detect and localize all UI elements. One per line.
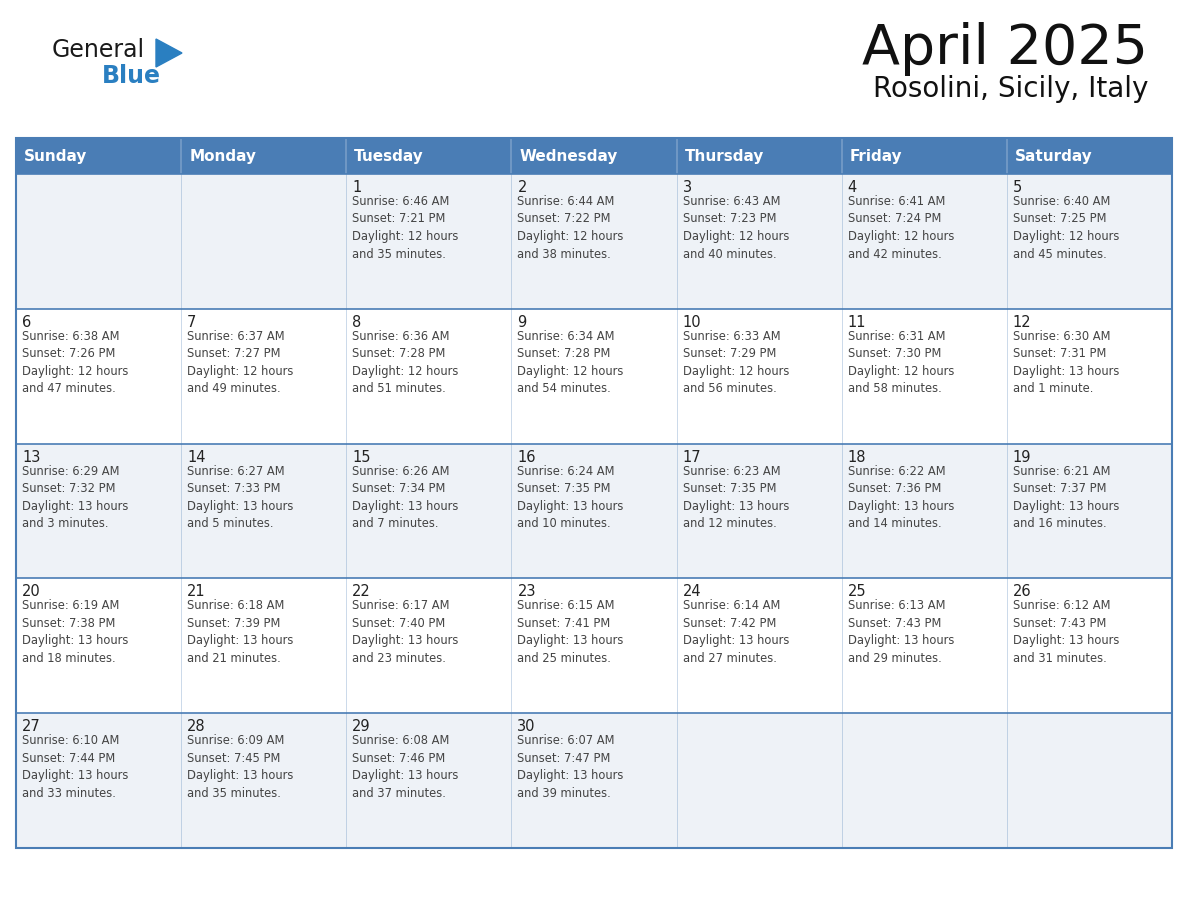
Text: 13: 13 <box>23 450 40 465</box>
Text: Rosolini, Sicily, Italy: Rosolini, Sicily, Italy <box>873 75 1148 103</box>
Bar <box>1007 138 1173 174</box>
Text: Sunrise: 6:26 AM
Sunset: 7:34 PM
Daylight: 13 hours
and 7 minutes.: Sunrise: 6:26 AM Sunset: 7:34 PM Dayligh… <box>353 465 459 530</box>
Text: April 2025: April 2025 <box>862 22 1148 76</box>
Text: Sunrise: 6:34 AM
Sunset: 7:28 PM
Daylight: 12 hours
and 54 minutes.: Sunrise: 6:34 AM Sunset: 7:28 PM Dayligh… <box>518 330 624 396</box>
Text: Sunrise: 6:36 AM
Sunset: 7:28 PM
Daylight: 12 hours
and 51 minutes.: Sunrise: 6:36 AM Sunset: 7:28 PM Dayligh… <box>353 330 459 396</box>
Text: 29: 29 <box>353 719 371 734</box>
Text: 23: 23 <box>518 585 536 599</box>
Text: Tuesday: Tuesday <box>354 149 424 163</box>
Text: Sunrise: 6:29 AM
Sunset: 7:32 PM
Daylight: 13 hours
and 3 minutes.: Sunrise: 6:29 AM Sunset: 7:32 PM Dayligh… <box>23 465 128 530</box>
Text: Sunrise: 6:43 AM
Sunset: 7:23 PM
Daylight: 12 hours
and 40 minutes.: Sunrise: 6:43 AM Sunset: 7:23 PM Dayligh… <box>683 195 789 261</box>
Text: 26: 26 <box>1013 585 1031 599</box>
Text: 19: 19 <box>1013 450 1031 465</box>
Text: Monday: Monday <box>189 149 257 163</box>
Bar <box>181 138 346 174</box>
Text: Sunrise: 6:44 AM
Sunset: 7:22 PM
Daylight: 12 hours
and 38 minutes.: Sunrise: 6:44 AM Sunset: 7:22 PM Dayligh… <box>518 195 624 261</box>
Bar <box>511 138 677 174</box>
Bar <box>842 138 1007 174</box>
Text: 20: 20 <box>23 585 40 599</box>
Text: Sunrise: 6:41 AM
Sunset: 7:24 PM
Daylight: 12 hours
and 42 minutes.: Sunrise: 6:41 AM Sunset: 7:24 PM Dayligh… <box>848 195 954 261</box>
Text: Sunrise: 6:13 AM
Sunset: 7:43 PM
Daylight: 13 hours
and 29 minutes.: Sunrise: 6:13 AM Sunset: 7:43 PM Dayligh… <box>848 599 954 665</box>
Text: 22: 22 <box>353 585 371 599</box>
Text: 3: 3 <box>683 180 691 195</box>
Text: Sunday: Sunday <box>24 149 88 163</box>
Bar <box>15 174 1173 308</box>
Text: 28: 28 <box>188 719 206 734</box>
Text: 14: 14 <box>188 450 206 465</box>
Text: 15: 15 <box>353 450 371 465</box>
Text: 1: 1 <box>353 180 361 195</box>
Text: 6: 6 <box>23 315 31 330</box>
Text: Sunrise: 6:31 AM
Sunset: 7:30 PM
Daylight: 12 hours
and 58 minutes.: Sunrise: 6:31 AM Sunset: 7:30 PM Dayligh… <box>848 330 954 396</box>
Polygon shape <box>156 39 182 67</box>
Text: 7: 7 <box>188 315 196 330</box>
Bar <box>15 713 1173 848</box>
Text: 12: 12 <box>1013 315 1031 330</box>
Bar <box>15 578 1173 713</box>
Text: 27: 27 <box>23 719 40 734</box>
Text: 9: 9 <box>518 315 526 330</box>
Bar <box>346 138 511 174</box>
Text: Sunrise: 6:17 AM
Sunset: 7:40 PM
Daylight: 13 hours
and 23 minutes.: Sunrise: 6:17 AM Sunset: 7:40 PM Dayligh… <box>353 599 459 665</box>
Text: Sunrise: 6:23 AM
Sunset: 7:35 PM
Daylight: 13 hours
and 12 minutes.: Sunrise: 6:23 AM Sunset: 7:35 PM Dayligh… <box>683 465 789 530</box>
Text: 21: 21 <box>188 585 206 599</box>
Text: Sunrise: 6:30 AM
Sunset: 7:31 PM
Daylight: 13 hours
and 1 minute.: Sunrise: 6:30 AM Sunset: 7:31 PM Dayligh… <box>1013 330 1119 396</box>
Text: Sunrise: 6:27 AM
Sunset: 7:33 PM
Daylight: 13 hours
and 5 minutes.: Sunrise: 6:27 AM Sunset: 7:33 PM Dayligh… <box>188 465 293 530</box>
Text: Sunrise: 6:22 AM
Sunset: 7:36 PM
Daylight: 13 hours
and 14 minutes.: Sunrise: 6:22 AM Sunset: 7:36 PM Dayligh… <box>848 465 954 530</box>
Text: General: General <box>52 38 145 62</box>
Text: Sunrise: 6:12 AM
Sunset: 7:43 PM
Daylight: 13 hours
and 31 minutes.: Sunrise: 6:12 AM Sunset: 7:43 PM Dayligh… <box>1013 599 1119 665</box>
Bar <box>677 138 842 174</box>
Text: Friday: Friday <box>849 149 903 163</box>
Text: Sunrise: 6:46 AM
Sunset: 7:21 PM
Daylight: 12 hours
and 35 minutes.: Sunrise: 6:46 AM Sunset: 7:21 PM Dayligh… <box>353 195 459 261</box>
Bar <box>15 138 1173 848</box>
Text: 11: 11 <box>848 315 866 330</box>
Text: Sunrise: 6:33 AM
Sunset: 7:29 PM
Daylight: 12 hours
and 56 minutes.: Sunrise: 6:33 AM Sunset: 7:29 PM Dayligh… <box>683 330 789 396</box>
Text: Blue: Blue <box>102 64 162 88</box>
Text: 2: 2 <box>518 180 526 195</box>
Text: Sunrise: 6:19 AM
Sunset: 7:38 PM
Daylight: 13 hours
and 18 minutes.: Sunrise: 6:19 AM Sunset: 7:38 PM Dayligh… <box>23 599 128 665</box>
Text: Sunrise: 6:10 AM
Sunset: 7:44 PM
Daylight: 13 hours
and 33 minutes.: Sunrise: 6:10 AM Sunset: 7:44 PM Dayligh… <box>23 734 128 800</box>
Text: 17: 17 <box>683 450 701 465</box>
Text: Sunrise: 6:07 AM
Sunset: 7:47 PM
Daylight: 13 hours
and 39 minutes.: Sunrise: 6:07 AM Sunset: 7:47 PM Dayligh… <box>518 734 624 800</box>
Text: Sunrise: 6:21 AM
Sunset: 7:37 PM
Daylight: 13 hours
and 16 minutes.: Sunrise: 6:21 AM Sunset: 7:37 PM Dayligh… <box>1013 465 1119 530</box>
Text: Sunrise: 6:15 AM
Sunset: 7:41 PM
Daylight: 13 hours
and 25 minutes.: Sunrise: 6:15 AM Sunset: 7:41 PM Dayligh… <box>518 599 624 665</box>
Text: 25: 25 <box>848 585 866 599</box>
Text: Sunrise: 6:24 AM
Sunset: 7:35 PM
Daylight: 13 hours
and 10 minutes.: Sunrise: 6:24 AM Sunset: 7:35 PM Dayligh… <box>518 465 624 530</box>
Text: 16: 16 <box>518 450 536 465</box>
Text: Sunrise: 6:09 AM
Sunset: 7:45 PM
Daylight: 13 hours
and 35 minutes.: Sunrise: 6:09 AM Sunset: 7:45 PM Dayligh… <box>188 734 293 800</box>
Text: 8: 8 <box>353 315 361 330</box>
Text: Sunrise: 6:14 AM
Sunset: 7:42 PM
Daylight: 13 hours
and 27 minutes.: Sunrise: 6:14 AM Sunset: 7:42 PM Dayligh… <box>683 599 789 665</box>
Text: Sunrise: 6:38 AM
Sunset: 7:26 PM
Daylight: 12 hours
and 47 minutes.: Sunrise: 6:38 AM Sunset: 7:26 PM Dayligh… <box>23 330 128 396</box>
Bar <box>15 308 1173 443</box>
Text: Sunrise: 6:18 AM
Sunset: 7:39 PM
Daylight: 13 hours
and 21 minutes.: Sunrise: 6:18 AM Sunset: 7:39 PM Dayligh… <box>188 599 293 665</box>
Text: 24: 24 <box>683 585 701 599</box>
Text: Saturday: Saturday <box>1015 149 1093 163</box>
Text: Thursday: Thursday <box>684 149 764 163</box>
Text: Wednesday: Wednesday <box>519 149 618 163</box>
Text: Sunrise: 6:37 AM
Sunset: 7:27 PM
Daylight: 12 hours
and 49 minutes.: Sunrise: 6:37 AM Sunset: 7:27 PM Dayligh… <box>188 330 293 396</box>
Text: 4: 4 <box>848 180 857 195</box>
Bar <box>15 138 181 174</box>
Text: Sunrise: 6:08 AM
Sunset: 7:46 PM
Daylight: 13 hours
and 37 minutes.: Sunrise: 6:08 AM Sunset: 7:46 PM Dayligh… <box>353 734 459 800</box>
Text: 18: 18 <box>848 450 866 465</box>
Bar <box>15 443 1173 578</box>
Text: Sunrise: 6:40 AM
Sunset: 7:25 PM
Daylight: 12 hours
and 45 minutes.: Sunrise: 6:40 AM Sunset: 7:25 PM Dayligh… <box>1013 195 1119 261</box>
Text: 10: 10 <box>683 315 701 330</box>
Text: 5: 5 <box>1013 180 1022 195</box>
Text: 30: 30 <box>518 719 536 734</box>
